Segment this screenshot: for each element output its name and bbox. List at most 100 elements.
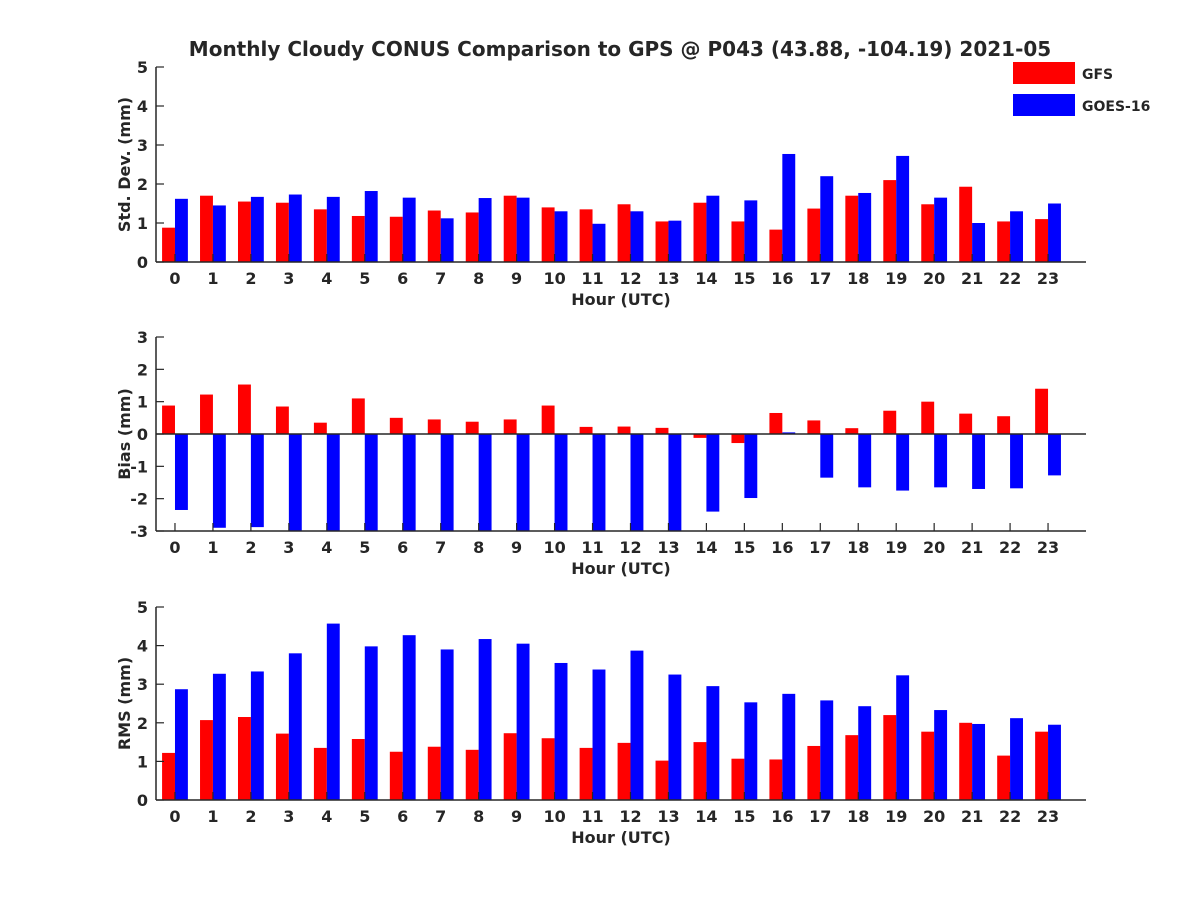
bar-gfs-8: [465, 749, 479, 800]
x-tick-label: 20: [923, 269, 945, 288]
bar-goes16-21: [972, 223, 986, 262]
bar-gfs-12: [617, 204, 631, 262]
legend-swatch-goes16: [1013, 94, 1075, 116]
bar-gfs-18: [845, 195, 859, 262]
bar-gfs-22: [997, 221, 1011, 262]
legend-label-goes16: GOES-16: [1082, 99, 1150, 115]
legend-swatch-gfs: [1013, 62, 1075, 84]
x-tick-label: 23: [1037, 538, 1059, 557]
y-tick-label: 1: [137, 393, 148, 412]
bar-goes16-4: [326, 623, 340, 800]
bar-gfs-5: [351, 739, 365, 800]
x-tick-label: 10: [543, 269, 565, 288]
chart-title: Monthly Cloudy CONUS Comparison to GPS @…: [189, 37, 1051, 61]
bar-goes16-22: [1010, 434, 1023, 489]
bar-gfs-7: [427, 210, 441, 262]
x-tick-label: 6: [397, 269, 408, 288]
x-tick-label: 10: [543, 538, 565, 557]
bar-goes16-10: [554, 662, 568, 800]
x-tick-label: 12: [619, 538, 641, 557]
bar-goes16-3: [288, 434, 302, 531]
y-tick-label: 2: [137, 175, 148, 194]
bar-gfs-0: [162, 752, 175, 800]
bar-goes16-21: [972, 723, 986, 800]
x-tick-label: 20: [923, 807, 945, 826]
bar-gfs-6: [389, 417, 403, 434]
bar-gfs-22: [997, 416, 1011, 434]
bar-goes16-3: [288, 653, 302, 800]
x-tick-label: 20: [923, 538, 945, 557]
x-tick-label: 2: [245, 269, 256, 288]
bar-goes16-9: [516, 197, 530, 262]
bar-goes16-0: [174, 689, 188, 800]
bar-gfs-9: [503, 419, 517, 434]
bar-gfs-19: [883, 410, 897, 434]
bar-gfs-1: [200, 195, 213, 262]
bar-gfs-21: [959, 413, 973, 434]
bar-goes16-19: [896, 434, 910, 491]
bar-goes16-0: [174, 434, 188, 510]
bar-goes16-17: [820, 176, 834, 262]
bar-goes16-2: [250, 196, 264, 262]
bar-goes16-6: [402, 197, 416, 262]
bar-goes16-19: [896, 675, 910, 800]
x-tick-label: 11: [581, 269, 603, 288]
x-tick-label: 22: [999, 269, 1021, 288]
bar-goes16-17: [820, 700, 834, 800]
bar-goes16-12: [630, 650, 644, 800]
bar-goes16-2: [250, 434, 264, 528]
bar-gfs-17: [807, 420, 821, 434]
x-tick-label: 9: [511, 538, 522, 557]
x-tick-label: 4: [321, 538, 332, 557]
bar-gfs-7: [427, 746, 441, 800]
bar-gfs-8: [465, 212, 479, 262]
y-tick-label: 1: [137, 214, 148, 233]
bar-gfs-16: [769, 229, 783, 262]
bar-gfs-12: [617, 742, 631, 800]
x-tick-label: 9: [511, 807, 522, 826]
bar-goes16-12: [630, 434, 644, 531]
bar-gfs-10: [541, 207, 555, 262]
x-tick-label: 14: [695, 807, 717, 826]
x-tick-label: 18: [847, 807, 869, 826]
bar-goes16-18: [858, 434, 872, 488]
x-tick-label: 6: [397, 538, 408, 557]
bar-gfs-10: [541, 405, 555, 434]
bar-gfs-13: [655, 760, 669, 800]
bar-goes16-6: [402, 434, 416, 531]
x-tick-label: 4: [321, 269, 332, 288]
bar-gfs-14: [693, 434, 707, 438]
bar-goes16-23: [1048, 434, 1061, 476]
bar-goes16-10: [554, 434, 568, 531]
bar-gfs-21: [959, 186, 973, 262]
bar-gfs-1: [200, 394, 213, 434]
x-tick-label: 14: [695, 269, 717, 288]
bar-gfs-23: [1035, 388, 1049, 434]
x-tick-label: 8: [473, 269, 484, 288]
bar-goes16-16: [782, 432, 796, 434]
bar-gfs-10: [541, 738, 555, 800]
bar-gfs-17: [807, 745, 821, 800]
y-axis-label: Bias (mm): [115, 388, 134, 480]
x-tick-label: 18: [847, 538, 869, 557]
bar-gfs-3: [275, 202, 289, 262]
x-tick-label: 13: [657, 269, 679, 288]
legend-label-gfs: GFS: [1082, 67, 1113, 83]
bar-goes16-4: [326, 434, 340, 531]
bar-goes16-17: [820, 434, 834, 478]
bar-goes16-22: [1010, 718, 1023, 800]
bar-goes16-2: [250, 671, 264, 800]
bar-gfs-0: [162, 405, 175, 434]
y-tick-label: 0: [137, 791, 148, 810]
x-tick-label: 17: [809, 807, 831, 826]
legend: GFS GOES-16: [1013, 62, 1150, 116]
x-tick-label: 8: [473, 807, 484, 826]
y-tick-label: 1: [137, 752, 148, 771]
bar-gfs-4: [313, 209, 327, 262]
y-axis-label: Std. Dev. (mm): [115, 97, 134, 232]
x-tick-label: 16: [771, 538, 793, 557]
x-tick-label: 15: [733, 807, 755, 826]
y-tick-label: 4: [137, 97, 148, 116]
x-tick-label: 0: [169, 538, 180, 557]
